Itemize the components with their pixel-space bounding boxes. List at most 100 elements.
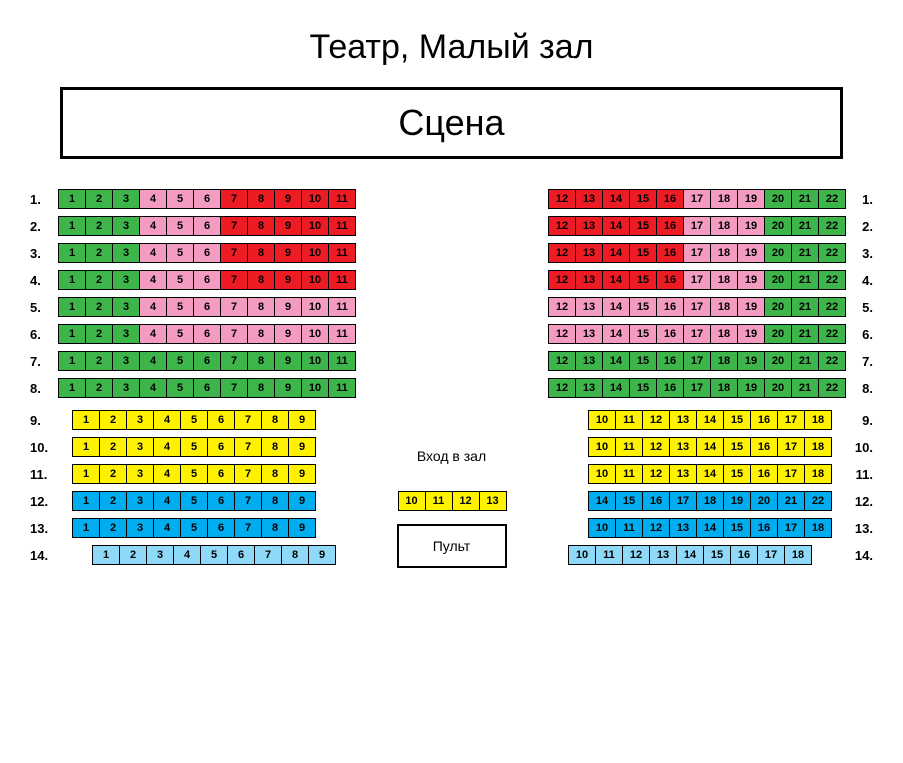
seat[interactable]: 7	[220, 189, 248, 209]
seat[interactable]: 4	[139, 270, 167, 290]
seat[interactable]: 15	[723, 464, 751, 484]
seat[interactable]: 15	[723, 518, 751, 538]
seat[interactable]: 18	[804, 464, 832, 484]
seat[interactable]: 8	[247, 324, 275, 344]
seat[interactable]: 6	[193, 378, 221, 398]
seat[interactable]: 14	[696, 410, 724, 430]
seat[interactable]: 17	[757, 545, 785, 565]
seat[interactable]: 2	[85, 270, 113, 290]
seat[interactable]: 14	[602, 351, 630, 371]
seat[interactable]: 17	[777, 437, 805, 457]
seat[interactable]: 11	[328, 270, 356, 290]
seat[interactable]: 3	[126, 491, 154, 511]
seat[interactable]: 20	[764, 270, 792, 290]
seat[interactable]: 1	[72, 437, 100, 457]
seat[interactable]: 7	[254, 545, 282, 565]
seat[interactable]: 5	[180, 491, 208, 511]
seat[interactable]: 18	[804, 410, 832, 430]
seat[interactable]: 9	[308, 545, 336, 565]
seat[interactable]: 1	[72, 491, 100, 511]
seat[interactable]: 22	[818, 297, 846, 317]
seat[interactable]: 17	[683, 297, 711, 317]
seat[interactable]: 14	[696, 464, 724, 484]
seat[interactable]: 8	[247, 378, 275, 398]
seat[interactable]: 1	[58, 243, 86, 263]
seat[interactable]: 10	[588, 410, 616, 430]
seat[interactable]: 10	[588, 437, 616, 457]
seat[interactable]: 18	[804, 437, 832, 457]
seat[interactable]: 5	[166, 216, 194, 236]
seat[interactable]: 5	[180, 437, 208, 457]
seat[interactable]: 8	[247, 297, 275, 317]
seat[interactable]: 14	[676, 545, 704, 565]
seat[interactable]: 14	[696, 518, 724, 538]
seat[interactable]: 10	[301, 378, 329, 398]
seat[interactable]: 13	[669, 410, 697, 430]
seat[interactable]: 2	[99, 410, 127, 430]
seat[interactable]: 8	[261, 491, 289, 511]
seat[interactable]: 11	[615, 518, 643, 538]
seat[interactable]: 14	[602, 324, 630, 344]
seat[interactable]: 10	[588, 464, 616, 484]
seat[interactable]: 15	[703, 545, 731, 565]
seat[interactable]: 22	[818, 324, 846, 344]
seat[interactable]: 16	[656, 189, 684, 209]
seat[interactable]: 2	[99, 464, 127, 484]
seat[interactable]: 7	[234, 491, 262, 511]
seat[interactable]: 10	[301, 189, 329, 209]
seat[interactable]: 12	[548, 351, 576, 371]
seat[interactable]: 18	[710, 351, 738, 371]
seat[interactable]: 1	[58, 189, 86, 209]
seat[interactable]: 7	[220, 216, 248, 236]
seat[interactable]: 4	[139, 243, 167, 263]
seat[interactable]: 13	[669, 518, 697, 538]
seat[interactable]: 6	[193, 216, 221, 236]
seat[interactable]: 22	[818, 351, 846, 371]
seat[interactable]: 4	[139, 189, 167, 209]
seat[interactable]: 6	[207, 437, 235, 457]
seat[interactable]: 10	[301, 216, 329, 236]
seat[interactable]: 13	[669, 464, 697, 484]
seat[interactable]: 17	[683, 270, 711, 290]
seat[interactable]: 18	[710, 243, 738, 263]
seat[interactable]: 18	[804, 518, 832, 538]
seat[interactable]: 9	[288, 491, 316, 511]
seat[interactable]: 6	[193, 189, 221, 209]
seat[interactable]: 17	[683, 351, 711, 371]
seat[interactable]: 8	[261, 410, 289, 430]
seat[interactable]: 2	[85, 189, 113, 209]
seat[interactable]: 17	[683, 378, 711, 398]
seat[interactable]: 14	[602, 270, 630, 290]
seat[interactable]: 11	[328, 351, 356, 371]
seat[interactable]: 14	[602, 378, 630, 398]
seat[interactable]: 15	[629, 189, 657, 209]
seat[interactable]: 1	[72, 410, 100, 430]
seat[interactable]: 6	[207, 464, 235, 484]
seat[interactable]: 1	[72, 518, 100, 538]
seat[interactable]: 3	[112, 243, 140, 263]
seat[interactable]: 21	[791, 297, 819, 317]
seat[interactable]: 22	[818, 216, 846, 236]
seat[interactable]: 7	[220, 270, 248, 290]
seat[interactable]: 21	[777, 491, 805, 511]
seat[interactable]: 8	[247, 270, 275, 290]
seat[interactable]: 3	[126, 410, 154, 430]
seat[interactable]: 17	[777, 410, 805, 430]
seat[interactable]: 9	[288, 437, 316, 457]
seat[interactable]: 15	[629, 378, 657, 398]
seat[interactable]: 21	[791, 351, 819, 371]
seat[interactable]: 11	[328, 378, 356, 398]
seat[interactable]: 21	[791, 324, 819, 344]
seat[interactable]: 7	[234, 410, 262, 430]
seat[interactable]: 20	[750, 491, 778, 511]
seat[interactable]: 16	[656, 243, 684, 263]
seat[interactable]: 18	[710, 270, 738, 290]
seat[interactable]: 2	[99, 437, 127, 457]
seat[interactable]: 3	[146, 545, 174, 565]
seat[interactable]: 4	[153, 410, 181, 430]
seat[interactable]: 16	[656, 216, 684, 236]
seat[interactable]: 11	[328, 297, 356, 317]
seat[interactable]: 5	[180, 518, 208, 538]
seat[interactable]: 5	[166, 351, 194, 371]
seat[interactable]: 21	[791, 270, 819, 290]
